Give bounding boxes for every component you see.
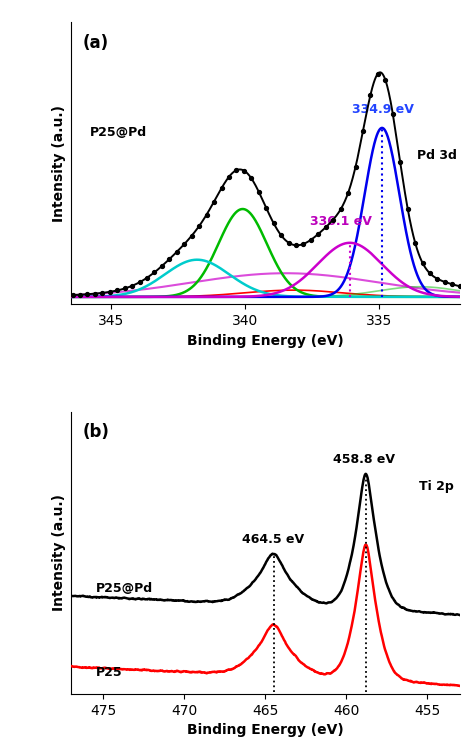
X-axis label: Binding Energy (eV): Binding Energy (eV) xyxy=(187,723,344,737)
Text: Pd 3d: Pd 3d xyxy=(417,148,457,162)
Y-axis label: Intensity (a.u.): Intensity (a.u.) xyxy=(52,105,65,222)
Text: 464.5 eV: 464.5 eV xyxy=(243,533,305,545)
Text: 336.1 eV: 336.1 eV xyxy=(310,215,372,228)
Text: Ti 2p: Ti 2p xyxy=(419,480,454,492)
Text: P25@Pd: P25@Pd xyxy=(90,126,147,139)
Text: 458.8 eV: 458.8 eV xyxy=(333,453,395,466)
Text: (a): (a) xyxy=(83,34,109,51)
Text: P25@Pd: P25@Pd xyxy=(95,582,153,595)
Y-axis label: Intensity (a.u.): Intensity (a.u.) xyxy=(52,495,65,611)
Text: (b): (b) xyxy=(83,423,109,441)
Text: 334.9 eV: 334.9 eV xyxy=(353,103,414,116)
Text: P25: P25 xyxy=(95,666,122,679)
X-axis label: Binding Energy (eV): Binding Energy (eV) xyxy=(187,333,344,348)
